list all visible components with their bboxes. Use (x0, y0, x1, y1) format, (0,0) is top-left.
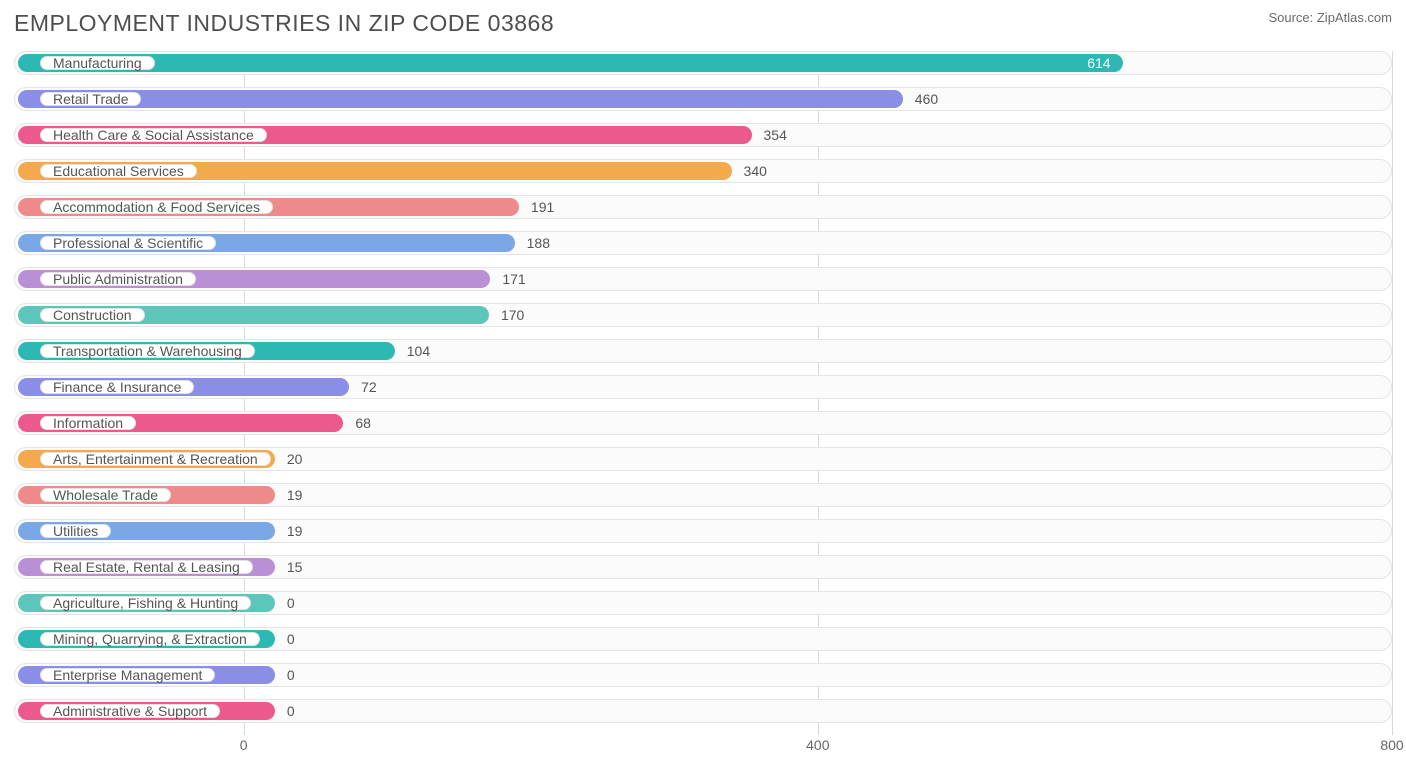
bar-row: 19 Utilities (14, 519, 1392, 543)
bar-label: Agriculture, Fishing & Hunting (40, 596, 251, 610)
bar-wrap: 104 Transportation & Warehousing (18, 342, 1388, 360)
bar-label: Finance & Insurance (40, 380, 194, 394)
bar-label: Transportation & Warehousing (40, 344, 255, 358)
bar-wrap: 20 Arts, Entertainment & Recreation (18, 450, 1388, 468)
bar-label: Utilities (40, 524, 111, 538)
bar-label: Enterprise Management (40, 668, 215, 682)
bar-label: Information (40, 416, 136, 430)
x-axis: 0400800 (14, 735, 1392, 757)
bar-value: 0 (287, 594, 295, 612)
bar-value: 191 (531, 198, 554, 216)
chart-header: EMPLOYMENT INDUSTRIES IN ZIP CODE 03868 … (14, 10, 1392, 37)
bar-row: 68 Information (14, 411, 1392, 435)
bar-row: 170 Construction (14, 303, 1392, 327)
chart-title: EMPLOYMENT INDUSTRIES IN ZIP CODE 03868 (14, 10, 554, 37)
bar-value: 460 (915, 90, 938, 108)
bar-row: 171 Public Administration (14, 267, 1392, 291)
bar-wrap: 170 Construction (18, 306, 1388, 324)
bar-row: 0 Mining, Quarrying, & Extraction (14, 627, 1392, 651)
bar-row: 340 Educational Services (14, 159, 1392, 183)
bar-value: 19 (287, 486, 303, 504)
bar-label: Construction (40, 308, 145, 322)
bar-row: 354 Health Care & Social Assistance (14, 123, 1392, 147)
bar-wrap: 460 Retail Trade (18, 90, 1388, 108)
bar-row: 188 Professional & Scientific (14, 231, 1392, 255)
bar-value: 72 (361, 378, 377, 396)
bar-label: Professional & Scientific (40, 236, 216, 250)
bar-wrap: 15 Real Estate, Rental & Leasing (18, 558, 1388, 576)
x-tick: 800 (1380, 737, 1403, 753)
bar-label: Retail Trade (40, 92, 141, 106)
bar-wrap: 0 Enterprise Management (18, 666, 1388, 684)
source-prefix: Source: (1268, 10, 1316, 25)
bar-row: 19 Wholesale Trade (14, 483, 1392, 507)
bar-wrap: 19 Wholesale Trade (18, 486, 1388, 504)
bar-wrap: 0 Agriculture, Fishing & Hunting (18, 594, 1388, 612)
chart-source: Source: ZipAtlas.com (1268, 10, 1392, 25)
bar (18, 90, 903, 108)
bar-wrap: 72 Finance & Insurance (18, 378, 1388, 396)
bar-value: 19 (287, 522, 303, 540)
bar-wrap: 354 Health Care & Social Assistance (18, 126, 1388, 144)
x-tick: 0 (240, 737, 248, 753)
bar-row: 0 Enterprise Management (14, 663, 1392, 687)
bar-row: 72 Finance & Insurance (14, 375, 1392, 399)
bar-value: 15 (287, 558, 303, 576)
bar-label: Wholesale Trade (40, 488, 171, 502)
bar: 614 (18, 54, 1123, 72)
bar-value: 20 (287, 450, 303, 468)
bar-value: 0 (287, 630, 295, 648)
bar-value: 68 (355, 414, 371, 432)
bar-label: Manufacturing (40, 56, 155, 70)
chart-body: 614 Manufacturing 460 Retail Trade 354 Health… (14, 51, 1392, 723)
bar-label: Mining, Quarrying, & Extraction (40, 632, 260, 646)
bar-wrap: 19 Utilities (18, 522, 1388, 540)
bar-row: 191 Accommodation & Food Services (14, 195, 1392, 219)
bar-wrap: 0 Mining, Quarrying, & Extraction (18, 630, 1388, 648)
bar-row: 460 Retail Trade (14, 87, 1392, 111)
bar-wrap: 614 Manufacturing (18, 54, 1388, 72)
bar-label: Health Care & Social Assistance (40, 128, 267, 142)
bar-wrap: 68 Information (18, 414, 1388, 432)
bar-value: 354 (764, 126, 787, 144)
bar-row: 0 Administrative & Support (14, 699, 1392, 723)
bar-value: 340 (744, 162, 767, 180)
bar-label: Administrative & Support (40, 704, 220, 718)
employment-bar-chart: 614 Manufacturing 460 Retail Trade 354 Health… (14, 51, 1392, 757)
bar-row: 104 Transportation & Warehousing (14, 339, 1392, 363)
bar-value: 170 (501, 306, 524, 324)
bar-row: 20 Arts, Entertainment & Recreation (14, 447, 1392, 471)
bar-wrap: 191 Accommodation & Food Services (18, 198, 1388, 216)
bar-value: 188 (527, 234, 550, 252)
bar-value: 0 (287, 666, 295, 684)
bar-wrap: 340 Educational Services (18, 162, 1388, 180)
bar-value: 0 (287, 702, 295, 720)
bar-row: 614 Manufacturing (14, 51, 1392, 75)
bar-wrap: 188 Professional & Scientific (18, 234, 1388, 252)
bar-value: 614 (1087, 54, 1110, 72)
bar-label: Arts, Entertainment & Recreation (40, 452, 271, 466)
bar-label: Real Estate, Rental & Leasing (40, 560, 253, 574)
bar-label: Public Administration (40, 272, 196, 286)
bar-label: Accommodation & Food Services (40, 200, 273, 214)
gridline (1392, 51, 1393, 735)
bar-row: 15 Real Estate, Rental & Leasing (14, 555, 1392, 579)
bar-row: 0 Agriculture, Fishing & Hunting (14, 591, 1392, 615)
bar-label: Educational Services (40, 164, 197, 178)
bar-wrap: 171 Public Administration (18, 270, 1388, 288)
x-tick: 400 (806, 737, 829, 753)
bar-wrap: 0 Administrative & Support (18, 702, 1388, 720)
bar-value: 171 (502, 270, 525, 288)
bar-value: 104 (407, 342, 430, 360)
source-name: ZipAtlas.com (1317, 10, 1392, 25)
